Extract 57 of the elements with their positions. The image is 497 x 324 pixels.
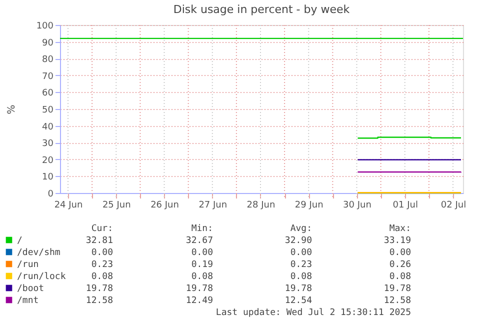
- text: 0.19: [191, 260, 213, 270]
- x-tick-label: 27 Jun: [198, 200, 228, 210]
- y-tick-label: 40: [42, 122, 54, 132]
- text: 12.49: [186, 296, 213, 306]
- text: 32.90: [284, 236, 312, 246]
- x-tick-label: 25 Jun: [102, 200, 131, 210]
- text: 0.00: [290, 248, 312, 258]
- y-tick-label: 60: [42, 88, 54, 99]
- text: Min:: [191, 224, 213, 234]
- text: 0.23: [290, 260, 312, 270]
- text: 0.08: [191, 272, 213, 282]
- text: 19.78: [384, 284, 411, 294]
- y-tick-label: 100: [36, 22, 54, 32]
- y-tick-label: 30: [42, 139, 54, 150]
- legend-label: /run: [17, 260, 39, 270]
- y-tick-label: 90: [42, 38, 54, 48]
- text: 12.54: [284, 296, 312, 306]
- text: 0.00: [191, 248, 213, 258]
- text: 33.19: [384, 236, 411, 246]
- x-tick-label: 01 Jul: [392, 200, 418, 210]
- y-tick-label: 10: [42, 172, 54, 183]
- x-tick-label: 26 Jun: [150, 200, 179, 210]
- text: 19.78: [186, 284, 213, 294]
- chart-title: Disk usage in percent - by week: [173, 3, 350, 16]
- text: 12.58: [384, 296, 411, 306]
- y-tick-label: 80: [42, 55, 54, 66]
- text: Avg:: [290, 224, 312, 234]
- x-tick-label: 30 Jun: [343, 200, 372, 210]
- y-axis-title: %: [6, 104, 18, 114]
- text: 0.26: [389, 260, 411, 270]
- text: 0.08: [290, 272, 312, 282]
- text: 32.67: [186, 236, 213, 246]
- text: 12.58: [86, 296, 113, 306]
- text: 0.08: [91, 272, 113, 282]
- text: 0.23: [91, 260, 113, 270]
- text: 0.00: [389, 248, 411, 258]
- legend-label: /boot: [17, 284, 44, 294]
- y-tick-label: 70: [42, 72, 54, 82]
- text: Max:: [389, 224, 411, 234]
- x-tick-label: 02 Jul: [440, 200, 466, 210]
- text: 0.08: [389, 272, 411, 282]
- text: 0.00: [91, 248, 113, 258]
- x-tick-label: 28 Jun: [246, 200, 276, 210]
- x-tick-label: 29 Jun: [294, 200, 324, 210]
- legend-label: /: [17, 236, 22, 246]
- text: 19.78: [86, 284, 113, 294]
- y-tick-label: 20: [42, 156, 54, 166]
- y-tick-label: 50: [42, 106, 54, 116]
- legend-label: /mnt: [17, 296, 39, 306]
- legend-label: /dev/shm: [17, 248, 60, 258]
- text: 32.81: [86, 236, 113, 246]
- text: Cur:: [91, 224, 113, 234]
- text: 19.78: [284, 284, 312, 294]
- x-tick-label: 24 Jun: [54, 200, 83, 210]
- text: Last update: Wed Jul 2 15:30:11 2025: [216, 308, 411, 318]
- legend-label: /run/lock: [17, 272, 66, 282]
- y-tick-label: 0: [48, 190, 54, 200]
